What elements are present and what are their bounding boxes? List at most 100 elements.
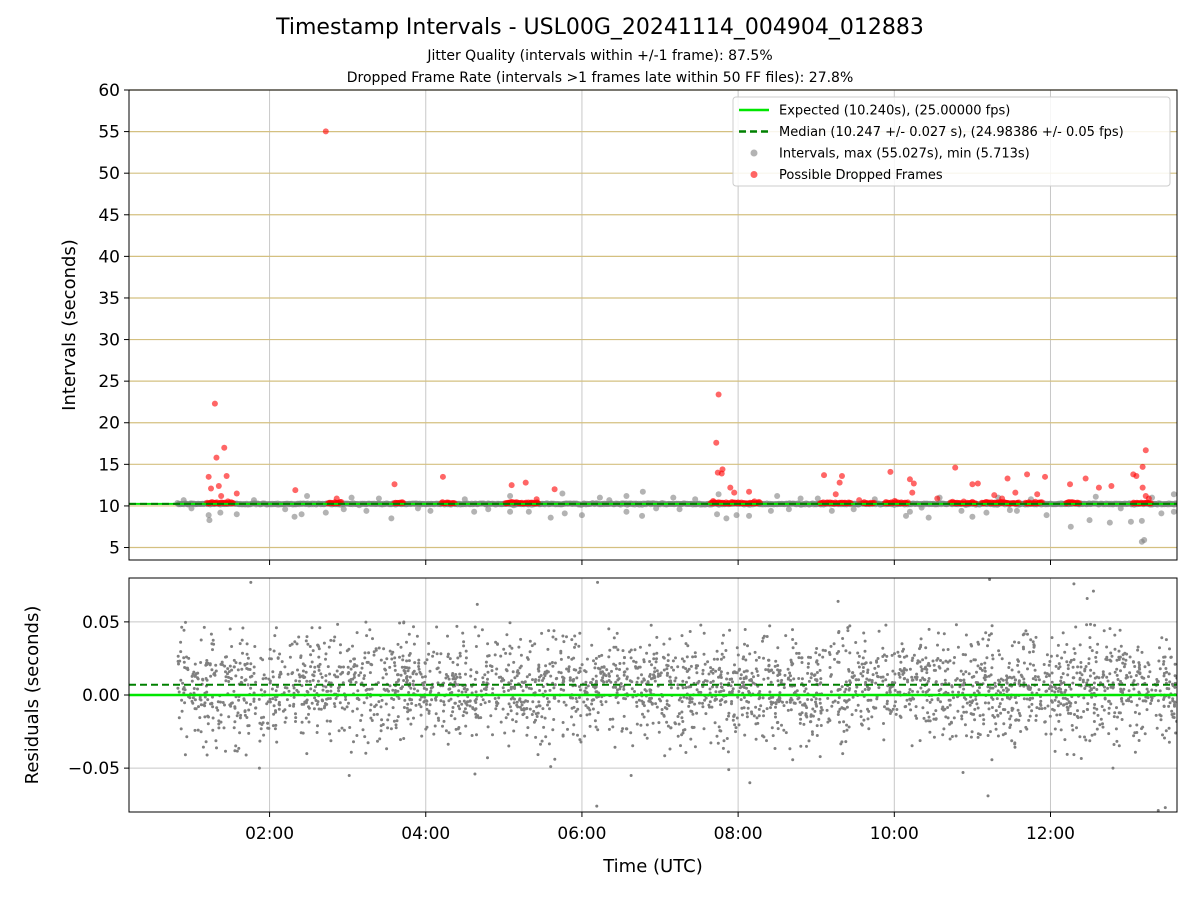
residual-point	[941, 648, 945, 652]
residual-point	[378, 737, 382, 741]
residual-point	[538, 689, 542, 692]
residual-point	[829, 690, 833, 694]
residual-point	[520, 703, 524, 707]
residual-point	[208, 662, 212, 666]
dropped-frame-point	[333, 495, 340, 502]
residual-point	[570, 638, 574, 642]
residual-point	[541, 679, 544, 682]
residual-point	[410, 702, 414, 705]
residual-point	[425, 658, 429, 662]
residual-point	[601, 679, 605, 683]
residual-point	[623, 670, 627, 674]
residual-point	[1164, 729, 1168, 733]
residual-point	[1073, 651, 1077, 655]
residual-point	[531, 700, 535, 704]
residual-point	[1106, 686, 1110, 690]
residual-point	[198, 716, 202, 720]
dropped-frame-point	[934, 495, 941, 502]
residual-point	[1066, 663, 1070, 667]
residual-point	[960, 714, 964, 718]
residual-point	[590, 702, 594, 706]
residual-point	[1111, 681, 1115, 685]
residual-point	[425, 707, 429, 711]
dropped-frame-point	[969, 481, 976, 488]
residual-point	[319, 672, 323, 676]
residual-point	[245, 716, 249, 719]
legend-swatch-dot	[750, 171, 758, 178]
residual-point	[261, 721, 265, 725]
interval-point	[485, 506, 492, 513]
residual-point	[905, 668, 908, 672]
residual-point	[300, 684, 304, 688]
residual-point	[342, 728, 346, 732]
residual-point	[714, 669, 718, 673]
residual-point	[229, 704, 233, 708]
residual-point	[867, 727, 871, 731]
top-ytick-label: 15	[98, 455, 120, 475]
residual-point	[1010, 668, 1014, 672]
residual-point	[598, 667, 602, 671]
residual-point	[324, 652, 328, 656]
residual-point	[234, 674, 238, 678]
residual-point	[986, 644, 989, 648]
residual-point	[537, 700, 541, 704]
residual-point	[409, 686, 413, 690]
residual-point	[915, 675, 919, 679]
residual-point	[183, 753, 187, 757]
residual-point	[996, 734, 1000, 738]
residual-point	[709, 741, 713, 745]
residual-point	[1093, 732, 1097, 736]
dropped-frame-point	[974, 480, 981, 487]
residual-point	[585, 697, 589, 701]
residual-point	[791, 638, 795, 641]
residual-point	[329, 681, 333, 685]
residual-point	[806, 698, 810, 701]
residual-point	[690, 725, 694, 729]
residual-point	[529, 687, 533, 691]
residual-point	[734, 730, 737, 734]
residual-point	[387, 689, 390, 693]
residual-point	[179, 678, 183, 682]
residual-point	[1053, 690, 1057, 694]
residual-point	[469, 668, 473, 672]
residual-point	[721, 746, 725, 750]
residual-point	[1101, 725, 1105, 729]
residual-point	[1056, 704, 1060, 708]
residual-point	[549, 674, 553, 678]
residual-point	[752, 675, 755, 679]
residual-point	[1095, 727, 1099, 731]
residual-point	[742, 655, 746, 659]
residual-point	[323, 704, 327, 708]
residual-point	[596, 728, 600, 732]
residual-point	[625, 677, 629, 681]
residual-point	[352, 740, 355, 744]
residual-point	[366, 741, 370, 745]
residual-point	[322, 641, 326, 645]
residual-point	[814, 697, 818, 701]
residual-point	[211, 695, 214, 699]
residual-point	[224, 679, 228, 683]
residual-point	[525, 733, 529, 737]
residual-point	[1100, 705, 1104, 708]
residual-point	[669, 726, 673, 730]
residual-point	[841, 637, 845, 640]
residual-point	[1076, 709, 1079, 713]
interval-point	[828, 507, 835, 514]
residual-point	[261, 677, 265, 681]
residual-point	[809, 676, 813, 680]
residual-point	[245, 662, 249, 666]
residual-point	[967, 672, 971, 676]
residual-point	[340, 726, 344, 730]
residual-point	[994, 684, 997, 688]
residual-point	[525, 707, 529, 710]
residual-point	[941, 733, 945, 737]
residual-point	[455, 624, 459, 628]
residual-point	[1155, 726, 1159, 730]
residual-point	[182, 686, 186, 689]
residual-point	[509, 709, 513, 713]
residual-point	[418, 698, 422, 702]
residual-point	[974, 698, 978, 701]
residual-point	[205, 659, 209, 662]
residual-point	[1034, 678, 1038, 682]
residual-point	[737, 668, 741, 672]
